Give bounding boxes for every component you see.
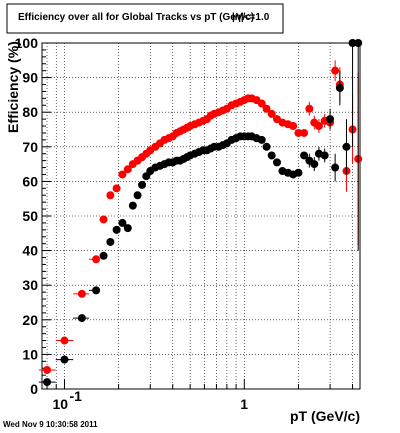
y-tick-label: 80 (22, 104, 38, 120)
y-tick-label: 60 (22, 173, 38, 189)
data-point (99, 251, 108, 260)
data-point (133, 191, 142, 200)
data-point (106, 191, 115, 200)
data-point (77, 289, 86, 298)
y-tick-label: 70 (22, 139, 38, 155)
x-axis-tick-labels: 10 -1 1 (52, 388, 248, 412)
data-point (342, 142, 351, 151)
y-tick-label: 10 (22, 346, 38, 362)
x-tick-label: 10 (52, 396, 68, 412)
data-point (92, 286, 101, 295)
data-point (354, 39, 363, 47)
data-point (106, 237, 115, 246)
data-point (118, 170, 127, 179)
timestamp: Wed Nov 9 10:30:58 2011 (3, 420, 98, 429)
data-point (335, 83, 344, 92)
data-point (310, 160, 319, 169)
data-point (294, 128, 303, 137)
data-point (138, 180, 147, 189)
data-point (123, 165, 132, 174)
y-axis-tick-labels: 0 10 20 30 40 50 60 70 80 90 100 (15, 35, 39, 397)
data-point (43, 365, 52, 374)
data-point (331, 66, 340, 75)
data-point (272, 158, 281, 167)
data-point (257, 99, 266, 108)
data-point (314, 122, 323, 131)
data-point (99, 215, 108, 224)
y-tick-label: 20 (22, 312, 38, 328)
data-point (294, 168, 303, 177)
y-tick-label: 50 (22, 208, 38, 224)
data-point (60, 355, 69, 364)
data-point (300, 128, 309, 137)
data-point (257, 135, 266, 144)
data-point (326, 115, 335, 124)
data-point (267, 151, 276, 160)
title-box (6, 3, 284, 34)
data-point (267, 109, 276, 118)
y-axis-title: Efficiency (%) (5, 41, 21, 133)
data-point (262, 104, 271, 113)
data-point (43, 378, 52, 387)
chart-title-overlay: |η|<=1.0 (232, 12, 270, 23)
data-point (60, 336, 69, 345)
series-1 (38, 39, 363, 387)
data-point (112, 225, 121, 234)
y-tick-label: 0 (30, 381, 38, 397)
data-point (128, 201, 137, 210)
axis-ticks (42, 42, 354, 390)
data-series (38, 39, 363, 387)
y-tick-label: 100 (15, 35, 39, 51)
y-tick-label: 40 (22, 243, 38, 259)
grid (42, 43, 360, 389)
data-point (331, 163, 340, 172)
data-point (289, 122, 298, 131)
data-point (305, 104, 314, 113)
chart-title: Efficiency over all for Global Tracks vs… (18, 12, 254, 23)
data-point (262, 142, 271, 151)
data-point (123, 224, 132, 233)
y-tick-label: 90 (22, 70, 38, 86)
data-point (92, 255, 101, 264)
y-tick-label: 30 (22, 277, 38, 293)
data-point (320, 151, 329, 160)
data-point (77, 314, 86, 323)
x-tick-label: 1 (240, 396, 248, 412)
data-point (348, 39, 357, 47)
data-point (118, 218, 127, 227)
data-point (112, 184, 121, 193)
x-axis-title: pT (GeV/c) (290, 408, 360, 424)
x-tick-exponent: -1 (69, 388, 82, 404)
data-point (300, 151, 309, 160)
